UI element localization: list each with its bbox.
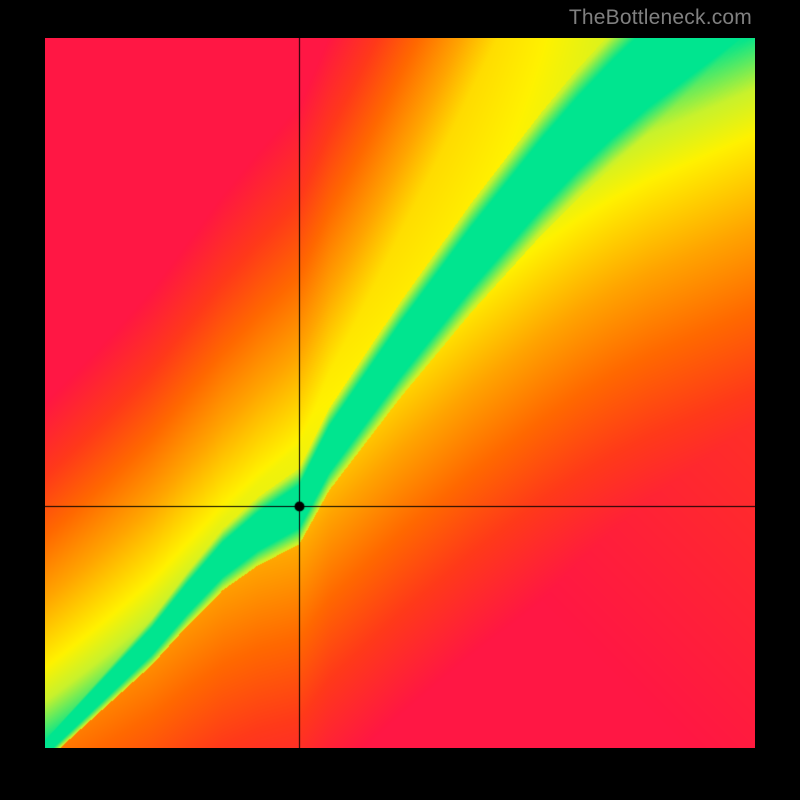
bottleneck-heatmap bbox=[45, 38, 755, 748]
watermark-text: TheBottleneck.com bbox=[569, 6, 752, 30]
heatmap-canvas bbox=[45, 38, 755, 748]
